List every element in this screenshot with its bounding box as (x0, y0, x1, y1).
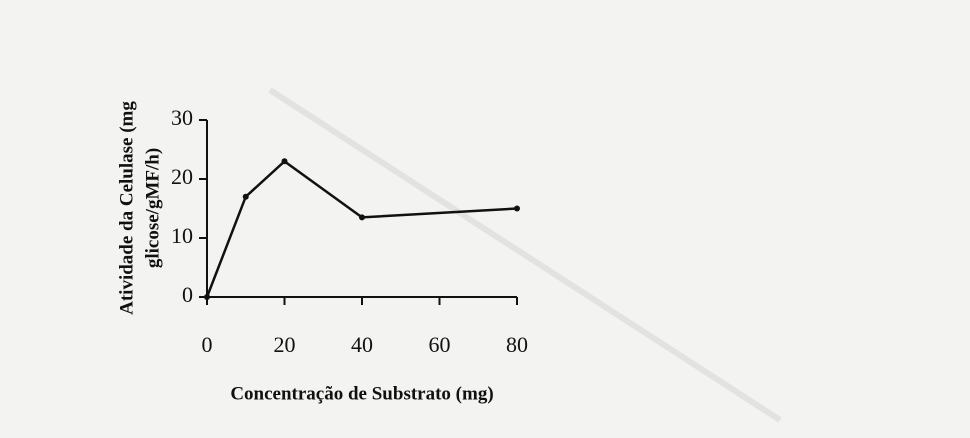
y-tick-label: 20 (171, 164, 193, 189)
data-point (514, 205, 520, 212)
data-point (204, 294, 210, 300)
y-tick-label: 0 (182, 282, 193, 307)
scan-artifact (268, 87, 782, 423)
x-tick-label: 60 (429, 332, 451, 357)
x-tick-label: 0 (202, 332, 213, 357)
x-tick-label: 40 (351, 332, 373, 357)
data-point (281, 158, 288, 165)
x-tick-label: 80 (506, 332, 528, 357)
data-point (242, 193, 249, 200)
data-point (359, 214, 365, 221)
x-axis-label: Concentração de Substrato (mg) (230, 383, 493, 404)
y-axis-label: glicose/gMF/h) (142, 148, 163, 268)
y-tick-label: 30 (171, 105, 193, 130)
y-axis-label: Atividade da Celulase (mg (116, 101, 137, 315)
x-tick-label: 20 (274, 332, 296, 357)
y-tick-label: 10 (171, 223, 193, 248)
